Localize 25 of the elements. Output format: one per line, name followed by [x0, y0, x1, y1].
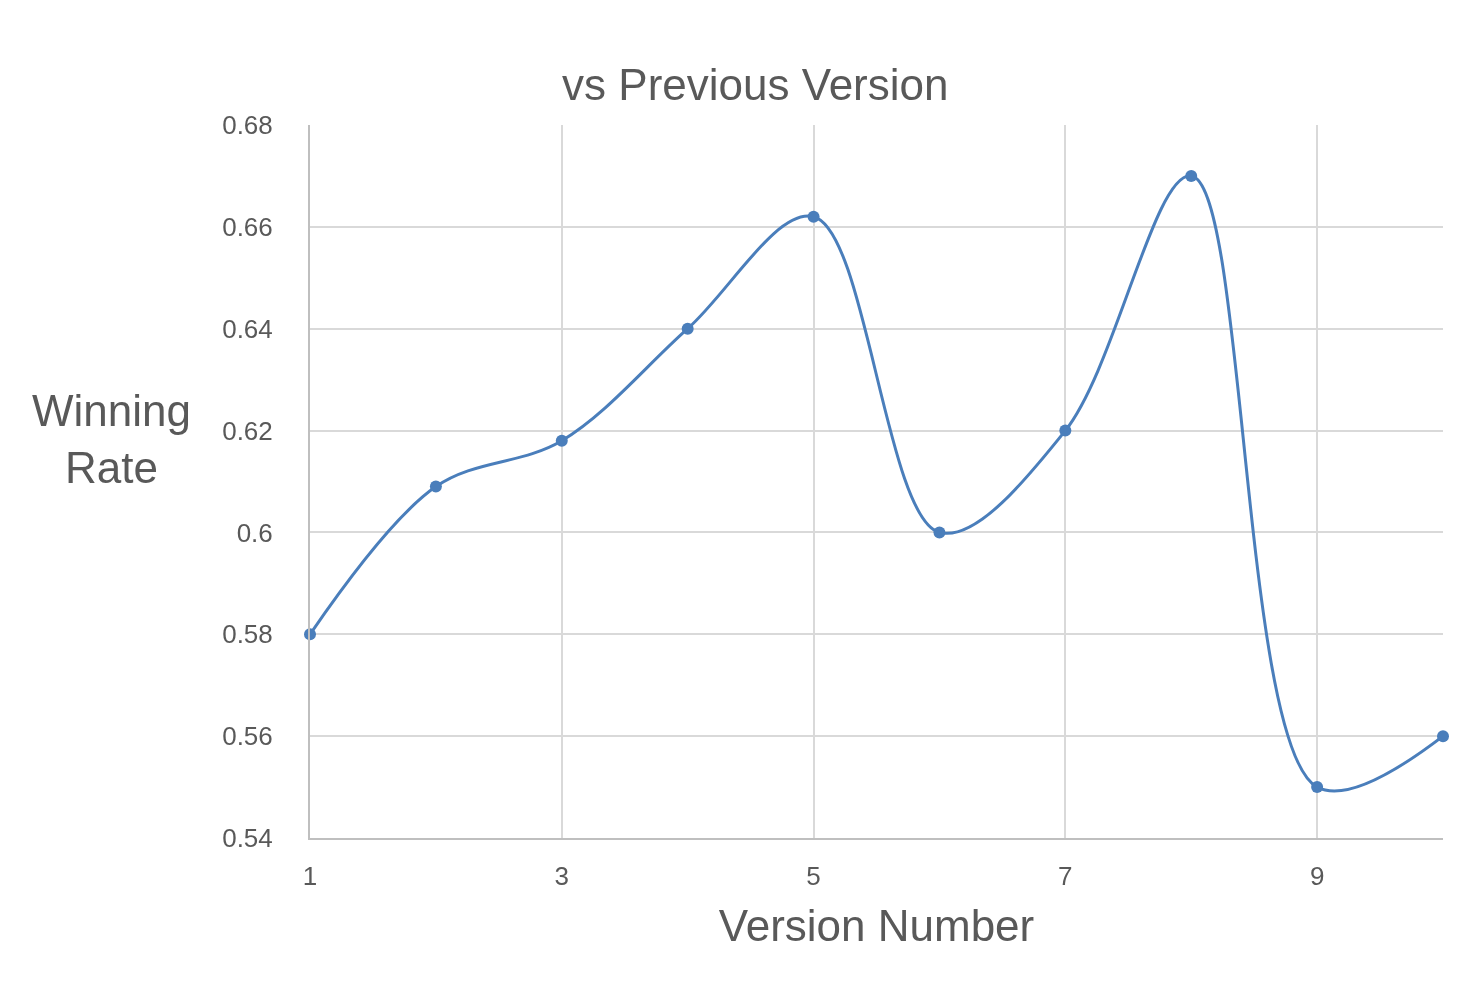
- y-tick-label: 0.68: [222, 110, 273, 141]
- y-tick-label: 0.56: [222, 721, 273, 752]
- x-tick-label: 9: [1309, 861, 1325, 892]
- y-axis-title: Winning Rate: [32, 386, 191, 493]
- y-tick-label: 0.66: [222, 211, 273, 242]
- y-tick-label: 0.54: [222, 823, 273, 854]
- y-tick-label: 0.58: [222, 619, 273, 650]
- x-tick-label: 7: [1058, 861, 1073, 892]
- y-tick-label: 0.62: [222, 415, 273, 446]
- point: [1311, 781, 1324, 794]
- y-tick-label: 0.64: [222, 313, 273, 344]
- y-tick-label: 0.6: [236, 517, 273, 548]
- point: [1185, 169, 1198, 182]
- point: [429, 480, 442, 493]
- x-tick-label: 3: [554, 861, 570, 892]
- x-axis-title: Version Number: [718, 901, 1035, 950]
- point: [1437, 730, 1449, 743]
- point: [1059, 424, 1072, 437]
- x-tick-label: 1: [302, 861, 318, 892]
- point: [807, 210, 820, 223]
- x-tick-label: 5: [806, 861, 821, 892]
- point: [681, 322, 694, 335]
- chart-title: vs Previous Version: [562, 59, 949, 109]
- point: [933, 526, 946, 539]
- point: [555, 434, 568, 447]
